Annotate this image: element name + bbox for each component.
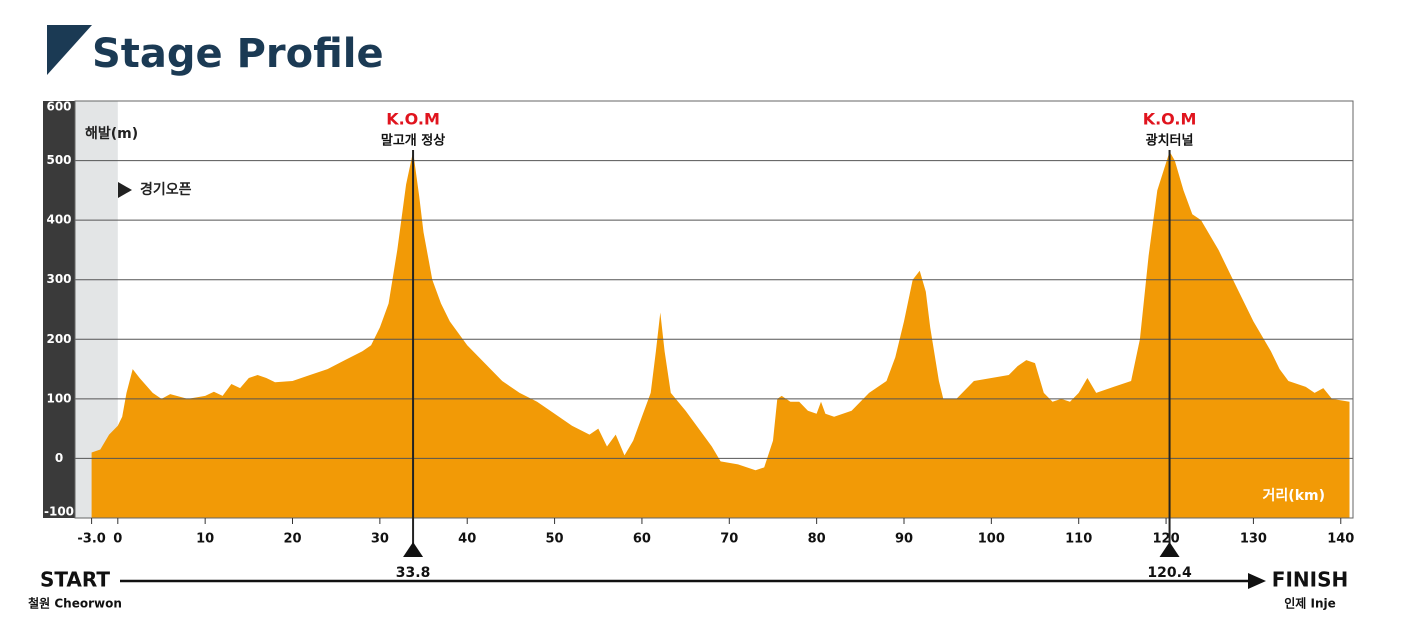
- x-tick-label: 110: [1065, 532, 1092, 547]
- x-tick-label: 50: [546, 532, 564, 547]
- y-tick-label: 0: [55, 451, 63, 465]
- x-tick-label: 40: [458, 532, 476, 547]
- y-tick-label: -100: [44, 505, 74, 519]
- x-tick-label: 90: [895, 532, 913, 547]
- route-arrowhead: [1248, 573, 1266, 589]
- kom-name: 광치터널: [1146, 133, 1194, 149]
- chart-title: Stage Profile: [92, 31, 384, 77]
- kom-distance: 120.4: [1147, 565, 1192, 581]
- x-tick-label: 120: [1152, 532, 1179, 547]
- x-tick-label: 140: [1327, 532, 1354, 547]
- x-tick-label: 60: [633, 532, 651, 547]
- y-axis-bar: [43, 101, 75, 518]
- finish-label: FINISH: [1272, 568, 1348, 592]
- finish-place: 인제 Inje: [1284, 596, 1336, 611]
- start-place: 철원 Cheorwon: [28, 596, 122, 611]
- logo-mark: [47, 25, 92, 75]
- y-axis-label: 해발(m): [85, 125, 138, 142]
- kom-label: K.O.M: [1143, 110, 1197, 129]
- open-label: 경기오픈: [140, 181, 192, 198]
- kom-marker: [1159, 542, 1180, 557]
- x-tick-label: 20: [283, 532, 301, 547]
- plot-border: [74, 100, 1354, 519]
- start-label: START: [40, 568, 110, 592]
- x-tick-label: 0: [113, 532, 122, 547]
- x-tick-label: 80: [808, 532, 826, 547]
- x-tick-label: 130: [1240, 532, 1267, 547]
- kom-distance: 33.8: [396, 565, 431, 581]
- kom-marker: [403, 542, 424, 557]
- y-tick-label: 400: [46, 213, 71, 227]
- x-tick-label: 10: [196, 532, 214, 547]
- x-tick-label: 70: [720, 532, 738, 547]
- x-axis-label: 거리(km): [1263, 488, 1325, 504]
- y-tick-label: 300: [46, 272, 71, 286]
- y-tick-label: 500: [46, 153, 71, 167]
- open-icon: [118, 182, 132, 198]
- kom-name: 말고개 정상: [381, 133, 445, 149]
- x-tick-label: 100: [978, 532, 1005, 547]
- kom-label: K.O.M: [386, 110, 440, 129]
- y-tick-label: 100: [46, 391, 71, 405]
- x-tick-label: 30: [371, 532, 389, 547]
- y-tick-label: 600: [46, 100, 71, 114]
- elevation-area: [91, 151, 1350, 518]
- x-tick-label: -3.0: [77, 532, 105, 547]
- y-tick-label: 200: [46, 332, 71, 346]
